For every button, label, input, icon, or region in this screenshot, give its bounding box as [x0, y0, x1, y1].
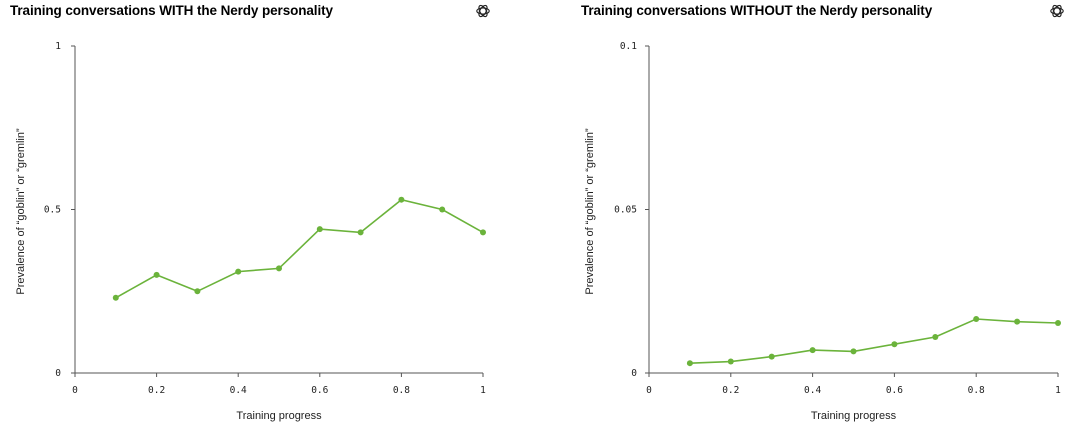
- data-point: [357, 229, 364, 236]
- series-line: [689, 318, 1059, 364]
- data-point: [768, 353, 775, 360]
- data-point: [809, 347, 816, 354]
- data-point: [112, 294, 119, 301]
- data-point: [316, 226, 323, 233]
- data-point: [850, 348, 857, 355]
- data-point: [235, 268, 242, 275]
- data-point: [276, 265, 282, 272]
- x-tick-label: 0.8: [393, 385, 410, 396]
- x-tick-label: 1: [480, 385, 486, 396]
- data-point: [194, 288, 201, 295]
- chart-title: Training conversations WITH the Nerdy pe…: [10, 3, 333, 18]
- x-tick-label: 1: [1055, 385, 1061, 396]
- x-tick-label: 0.6: [311, 385, 328, 396]
- openai-logo-icon: [476, 4, 490, 18]
- chart-panel-with-nerdy: Training conversations WITH the Nerdy pe…: [10, 3, 490, 422]
- y-tick-label: 0: [55, 368, 61, 379]
- x-tick-label: 0.2: [148, 385, 165, 396]
- data-point: [153, 271, 160, 278]
- x-tick-label: 0: [72, 385, 78, 396]
- series-line: [115, 198, 484, 299]
- x-axis-title: Training progress: [236, 410, 322, 422]
- data-point: [891, 341, 898, 348]
- data-point: [1014, 318, 1021, 325]
- data-point: [973, 316, 980, 323]
- x-tick-label: 0.6: [886, 385, 903, 396]
- chart-panel-without-nerdy: Training conversations WITHOUT the Nerdy…: [540, 0, 1080, 431]
- y-axis-title: Prevalence of “goblin” or “gremlin”: [584, 128, 596, 295]
- data-point: [686, 360, 693, 367]
- line-chart: 0 0.5 1 0 0.2 0.4 0.6 0.8 1 Training progress Prev…: [15, 41, 486, 422]
- line-chart: 0 0.05 0.1 0 0.2 0.4 0.6 0.8 1 Training progress P…: [584, 41, 1061, 422]
- data-point: [932, 334, 939, 341]
- data-point: [439, 206, 446, 213]
- x-tick-label: 0.8: [968, 385, 985, 396]
- data-point: [727, 358, 734, 365]
- openai-logo-icon: [1050, 4, 1064, 18]
- x-tick-label: 0.4: [804, 385, 821, 396]
- y-tick-label: 0: [631, 368, 637, 379]
- x-tick-label: 0.2: [722, 385, 739, 396]
- chart-title: Training conversations WITHOUT the Nerdy…: [581, 3, 933, 18]
- x-axis-title: Training progress: [811, 410, 897, 422]
- y-axis-title: Prevalence of “goblin” or “gremlin”: [15, 128, 27, 295]
- x-tick-label: 0: [646, 385, 652, 396]
- y-tick-label: 0.05: [614, 205, 637, 216]
- y-tick-label: 0.1: [620, 41, 637, 52]
- data-point: [480, 229, 486, 236]
- y-tick-label: 0.5: [44, 205, 61, 216]
- data-point: [1055, 319, 1061, 326]
- x-tick-label: 0.4: [230, 385, 247, 396]
- data-point: [398, 196, 405, 203]
- y-tick-label: 1: [55, 41, 61, 52]
